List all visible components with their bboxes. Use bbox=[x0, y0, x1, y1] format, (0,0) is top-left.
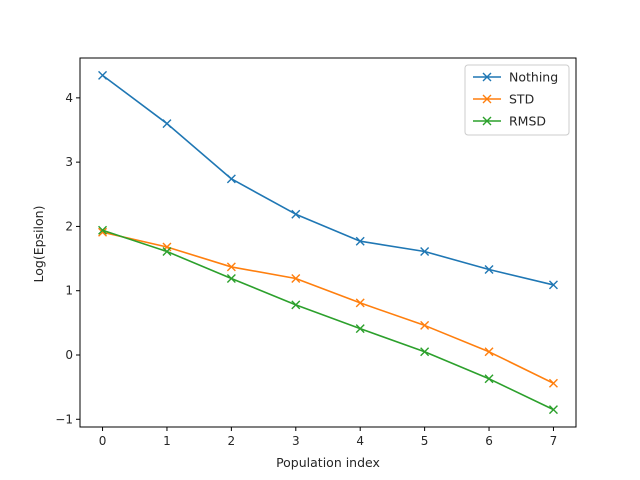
data-point-nothing bbox=[291, 209, 301, 219]
data-point-nothing bbox=[162, 119, 172, 129]
data-point-std bbox=[355, 298, 365, 308]
data-point-std bbox=[291, 274, 301, 283]
legend-label-std: STD bbox=[509, 92, 534, 107]
data-point-rmsd bbox=[355, 324, 365, 334]
y-tick-label: 3 bbox=[65, 155, 73, 169]
data-point-rmsd bbox=[226, 274, 236, 283]
series-nothing bbox=[98, 70, 558, 290]
x-tick-label: 1 bbox=[163, 434, 171, 448]
y-tick-label: 0 bbox=[65, 348, 73, 362]
plot-frame bbox=[79, 57, 577, 428]
x-axis-label: Population index bbox=[276, 455, 380, 470]
x-tick-label: 6 bbox=[485, 434, 493, 448]
legend-label-nothing: Nothing bbox=[509, 70, 558, 85]
legend-label-rmsd: RMSD bbox=[509, 114, 546, 129]
x-tick-label: 5 bbox=[421, 434, 429, 448]
data-point-nothing bbox=[226, 174, 236, 184]
y-tick-label: −1 bbox=[55, 412, 73, 426]
data-point-rmsd bbox=[98, 225, 108, 235]
series-line-rmsd bbox=[102, 229, 554, 411]
x-tick-label: 3 bbox=[292, 434, 300, 448]
legend-marker-nothing bbox=[482, 72, 492, 82]
data-point-rmsd bbox=[420, 347, 430, 357]
data-point-nothing bbox=[548, 280, 558, 290]
legend: Nothing STD RMSD bbox=[464, 64, 570, 136]
y-tick-label: 2 bbox=[65, 219, 73, 233]
legend-item-rmsd: RMSD bbox=[473, 114, 546, 129]
data-point-std bbox=[98, 227, 108, 237]
data-point-rmsd bbox=[548, 405, 558, 415]
y-axis-ticks: −1 0 1 2 3 4 bbox=[55, 91, 80, 426]
series-line-nothing bbox=[102, 74, 554, 286]
data-point-std bbox=[420, 320, 430, 330]
plot-area-border bbox=[79, 57, 577, 428]
legend-marker-rmsd bbox=[482, 116, 492, 126]
data-point-std bbox=[548, 378, 558, 388]
series-rmsd bbox=[98, 225, 558, 415]
data-point-std bbox=[484, 347, 494, 357]
y-tick-label: 1 bbox=[65, 284, 73, 298]
y-axis-label: Log(Epsilon) bbox=[31, 206, 46, 283]
data-point-nothing bbox=[420, 247, 430, 256]
data-point-std bbox=[226, 262, 236, 272]
data-point-rmsd bbox=[291, 300, 301, 310]
data-point-nothing bbox=[98, 70, 108, 80]
legend-item-nothing: Nothing bbox=[473, 70, 558, 85]
series-line-std bbox=[102, 231, 554, 385]
series-layer bbox=[98, 70, 558, 415]
x-tick-label: 0 bbox=[99, 434, 107, 448]
x-axis-ticks: 0 1 2 3 4 5 6 7 bbox=[99, 427, 558, 448]
data-point-rmsd bbox=[162, 247, 172, 256]
x-tick-label: 7 bbox=[550, 434, 558, 448]
data-point-nothing bbox=[355, 236, 365, 246]
x-tick-label: 4 bbox=[356, 434, 364, 448]
legend-item-std: STD bbox=[473, 92, 534, 107]
x-tick-label: 2 bbox=[228, 434, 236, 448]
legend-marker-std bbox=[482, 94, 492, 104]
data-point-rmsd bbox=[484, 374, 494, 384]
data-point-nothing bbox=[484, 265, 494, 274]
y-tick-label: 4 bbox=[65, 91, 73, 105]
series-std bbox=[98, 227, 558, 388]
